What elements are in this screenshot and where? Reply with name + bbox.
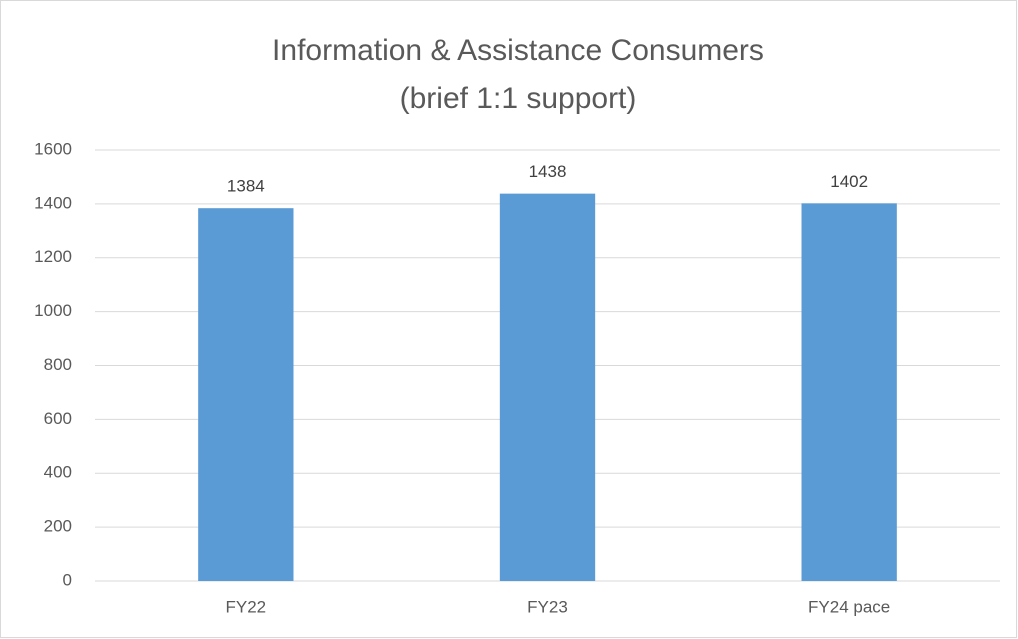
bar	[499, 193, 596, 582]
y-tick-label: 200	[44, 517, 72, 536]
x-tick-label: FY24 pace	[808, 597, 890, 616]
bar	[801, 203, 897, 581]
data-label: 1402	[830, 172, 868, 191]
chart-title: Information & Assistance Consumers	[272, 34, 764, 67]
data-label: 1384	[227, 177, 265, 196]
y-tick-label: 600	[44, 409, 72, 428]
y-tick-label: 400	[44, 463, 72, 482]
y-tick-label: 1200	[34, 247, 72, 266]
y-tick-label: 0	[63, 570, 72, 589]
data-label: 1438	[529, 162, 567, 181]
y-tick-label: 1600	[34, 139, 72, 158]
x-tick-label: FY22	[226, 597, 267, 616]
y-tick-label: 800	[44, 355, 72, 374]
y-tick-label: 1400	[34, 193, 72, 212]
bar	[198, 208, 294, 581]
x-tick-label: FY23	[527, 597, 568, 616]
chart-subtitle: (brief 1:1 support)	[400, 82, 637, 115]
y-tick-label: 1000	[34, 301, 72, 320]
